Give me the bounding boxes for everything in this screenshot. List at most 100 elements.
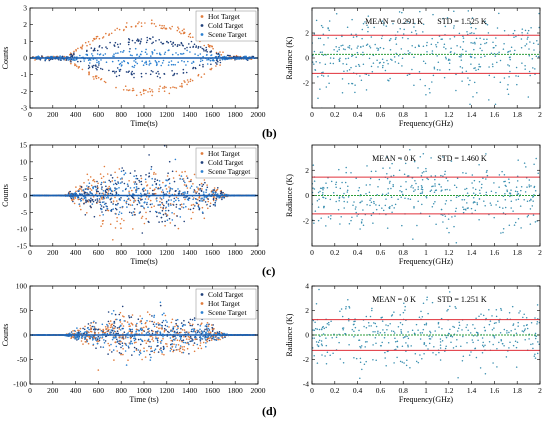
data-point [181,351,183,354]
data-point [342,44,344,46]
data-point [121,181,123,183]
data-point [175,206,178,208]
data-point [100,225,102,227]
data-point [431,185,433,188]
data-point [426,41,428,44]
data-point [200,347,203,350]
data-point [319,88,321,90]
data-point [513,36,515,38]
data-point [425,195,427,198]
data-point [106,173,109,175]
data-point [126,89,128,91]
data-point [370,325,372,327]
data-point [152,36,154,38]
data-point [199,342,202,344]
data-point [319,51,322,54]
data-point [394,61,397,63]
data-point [159,53,161,56]
data-point [107,187,109,190]
data-point [415,323,418,326]
data-point [410,186,412,188]
data-point [116,220,118,223]
data-point [81,48,83,50]
data-point [413,190,415,192]
data-point [191,338,193,340]
data-point [442,17,444,20]
data-point [328,29,330,32]
data-point [208,323,210,326]
data-point [188,343,190,346]
data-point [207,207,209,210]
data-point [96,59,98,61]
data-point [493,182,495,184]
data-point [491,329,494,331]
data-point [114,72,116,74]
data-point [453,225,455,228]
data-point [171,43,173,45]
data-point [116,350,118,352]
data-point [203,50,205,52]
data-point [148,196,150,198]
data-point [149,73,152,76]
data-point [538,12,540,15]
data-point [114,171,116,174]
data-point [222,191,224,194]
x-tick-label: 400 [70,110,82,119]
data-point [93,180,96,183]
data-point [442,221,444,223]
data-point [419,156,422,158]
data-point [168,192,171,194]
data-point [508,178,510,180]
data-point [366,43,369,45]
data-point [91,325,94,328]
data-point [393,332,396,334]
data-point [155,61,157,63]
data-point [421,188,424,191]
data-point [114,318,117,321]
data-point [215,339,218,342]
data-point [180,331,182,334]
data-point [165,215,168,217]
data-point [189,46,191,49]
data-point [113,337,115,339]
data-point [527,36,529,39]
data-point [166,40,168,43]
data-point [417,329,419,331]
data-point [128,41,130,44]
data-point [209,51,211,53]
data-point [532,347,534,350]
data-point [370,170,373,173]
data-point [197,45,200,48]
data-point [428,215,431,218]
data-point [149,335,151,338]
data-point [440,190,442,192]
data-point [136,38,139,40]
data-point [375,342,377,345]
data-point [175,349,177,351]
data-point [344,48,346,51]
data-point [508,331,510,334]
data-point [139,181,141,183]
data-point [412,187,414,189]
data-point [440,208,443,211]
data-point [165,329,167,331]
data-point [81,68,84,71]
data-point [110,32,113,35]
data-point [153,49,156,51]
data-point [354,320,356,323]
data-point [390,315,393,317]
data-point [187,208,190,210]
data-point [136,322,138,325]
data-point [137,197,140,199]
data-point [150,168,152,171]
data-point [526,327,529,330]
data-point [450,160,453,162]
data-point [473,32,475,35]
data-point [425,322,428,324]
data-point [92,343,95,346]
data-point [212,189,214,191]
data-point [445,336,448,339]
data-point [516,180,519,182]
data-point [136,62,139,65]
data-point [469,53,472,56]
